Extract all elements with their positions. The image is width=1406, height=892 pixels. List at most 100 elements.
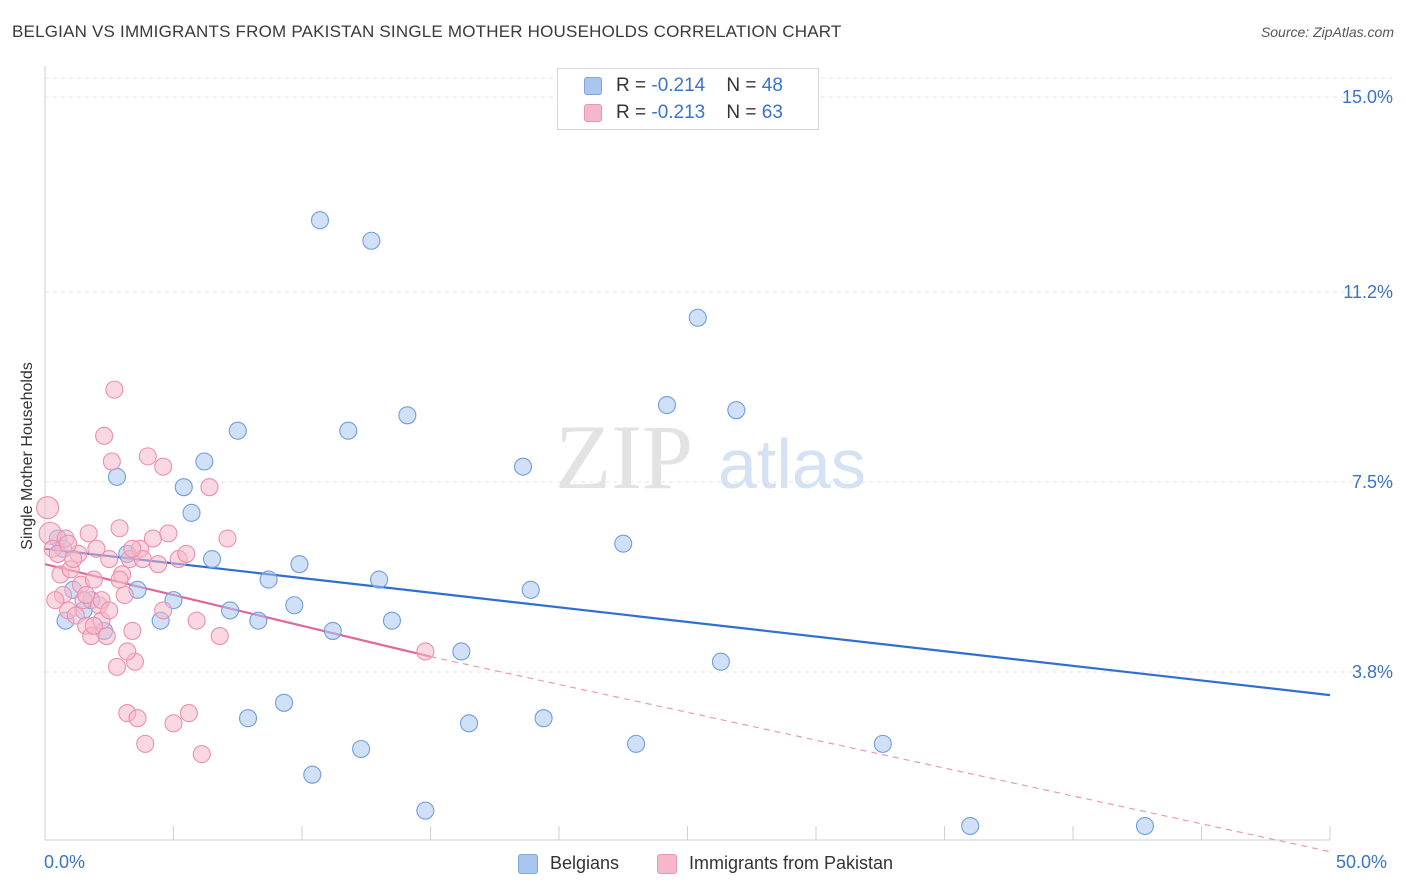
belgian-point	[285, 596, 304, 615]
pakistan-point	[46, 591, 65, 610]
belgian-point	[657, 395, 676, 415]
r-value: -0.213	[651, 102, 706, 123]
pakistan-point	[97, 627, 116, 646]
legend-swatch-pakistan	[584, 104, 602, 122]
axes	[44, 66, 1331, 841]
pakistan-point	[128, 709, 147, 728]
pakistan-point	[154, 601, 173, 620]
pakistan-point	[110, 570, 129, 589]
belgian-point	[873, 734, 892, 753]
belgian-point	[203, 550, 222, 569]
pakistan-point	[149, 555, 168, 574]
belgian-point	[370, 570, 389, 589]
belgian-point	[238, 709, 258, 728]
belgian-point	[228, 421, 247, 440]
pakistan-point	[64, 550, 83, 569]
legend-swatch-belgians	[518, 854, 538, 874]
x-tick-label-max: 50.0%	[1336, 852, 1388, 872]
belgian-point	[513, 457, 533, 476]
belgian-point	[459, 714, 479, 733]
legend-label-pakistan: Immigrants from Pakistan	[689, 853, 894, 873]
belgian-point	[310, 211, 330, 230]
belgian-point	[362, 231, 381, 250]
y-tick-label: 7.5%	[1352, 472, 1393, 492]
pakistan-point	[79, 524, 98, 543]
pakistan-point	[84, 616, 103, 635]
watermark: ZIP atlas	[555, 406, 866, 508]
watermark-zip: ZIP	[555, 406, 693, 508]
y-tick-label: 15.0%	[1342, 87, 1393, 107]
belgian-point	[323, 621, 342, 640]
pakistan-point	[118, 642, 137, 661]
belgian-point	[249, 611, 268, 630]
belgian-point	[614, 534, 633, 553]
belgian-point	[182, 503, 201, 522]
source-label: Source: ZipAtlas.com	[1260, 24, 1394, 40]
trend-lines	[44, 547, 1331, 853]
pakistan-point	[95, 426, 114, 445]
pakistan-point	[84, 570, 103, 589]
correlation-legend: R = -0.214 N = 48 R = -0.213 N = 63	[557, 68, 819, 130]
pakistan-point	[105, 380, 124, 399]
data-points	[36, 211, 1155, 836]
x-tick-label-min: 0.0%	[44, 852, 86, 872]
belgian-trend-line	[44, 547, 1331, 697]
belgian-point	[961, 816, 980, 836]
belgian-point	[521, 580, 540, 599]
belgian-point	[398, 406, 417, 425]
pakistan-point	[177, 544, 196, 563]
gridlines	[45, 77, 1392, 673]
pakistan-point	[154, 457, 173, 476]
pakistan-point	[187, 611, 206, 630]
belgian-point	[534, 709, 553, 728]
pakistan-point	[107, 657, 127, 676]
belgian-point	[274, 693, 294, 712]
pakistan-point	[416, 642, 435, 661]
pakistan-point	[136, 734, 155, 753]
belgian-point	[452, 642, 471, 661]
pakistan-point	[59, 534, 78, 553]
pakistan-point	[123, 539, 142, 558]
pakistan-point	[200, 478, 219, 497]
pakistan-point	[138, 447, 157, 466]
pakistan-point	[179, 704, 198, 723]
pakistan-point	[77, 585, 96, 605]
belgian-point	[1135, 816, 1155, 836]
belgian-point	[727, 401, 746, 420]
y-tick-labels: 15.0% 11.2% 7.5% 3.8%	[1342, 87, 1393, 682]
pakistan-point	[100, 601, 119, 620]
pakistan-point	[100, 550, 119, 569]
pakistan-point	[218, 529, 237, 548]
watermark-atlas: atlas	[718, 425, 866, 503]
n-value: 48	[761, 75, 783, 96]
belgian-point	[303, 765, 322, 784]
pakistan-point	[192, 745, 211, 764]
legend-swatch-pakistan	[657, 854, 677, 874]
pakistan-point	[115, 585, 134, 605]
r-label: R =	[616, 102, 652, 123]
pakistan-point	[87, 539, 106, 558]
chart-title: BELGIAN VS IMMIGRANTS FROM PAKISTAN SING…	[12, 22, 842, 41]
belgian-point	[416, 801, 435, 820]
belgian-point	[711, 652, 730, 671]
n-value: 63	[761, 102, 783, 123]
legend-swatch-belgians	[584, 77, 602, 95]
legend-label-belgians: Belgians	[550, 853, 620, 873]
pakistan-point	[102, 452, 121, 471]
belgian-point	[290, 555, 309, 574]
r-label: R =	[616, 75, 652, 96]
belgian-point	[688, 308, 707, 327]
pakistan-point	[143, 529, 162, 548]
y-tick-label: 3.8%	[1352, 662, 1393, 682]
belgian-point	[195, 452, 214, 471]
pakistan-point	[123, 621, 142, 640]
belgian-point	[382, 611, 402, 630]
n-label: N =	[726, 75, 762, 96]
pakistan-point	[159, 524, 178, 543]
n-label: N =	[726, 102, 762, 123]
r-value: -0.214	[651, 75, 706, 96]
belgian-point	[259, 570, 278, 589]
pakistan-point	[210, 627, 229, 646]
pakistan-point	[164, 714, 183, 733]
